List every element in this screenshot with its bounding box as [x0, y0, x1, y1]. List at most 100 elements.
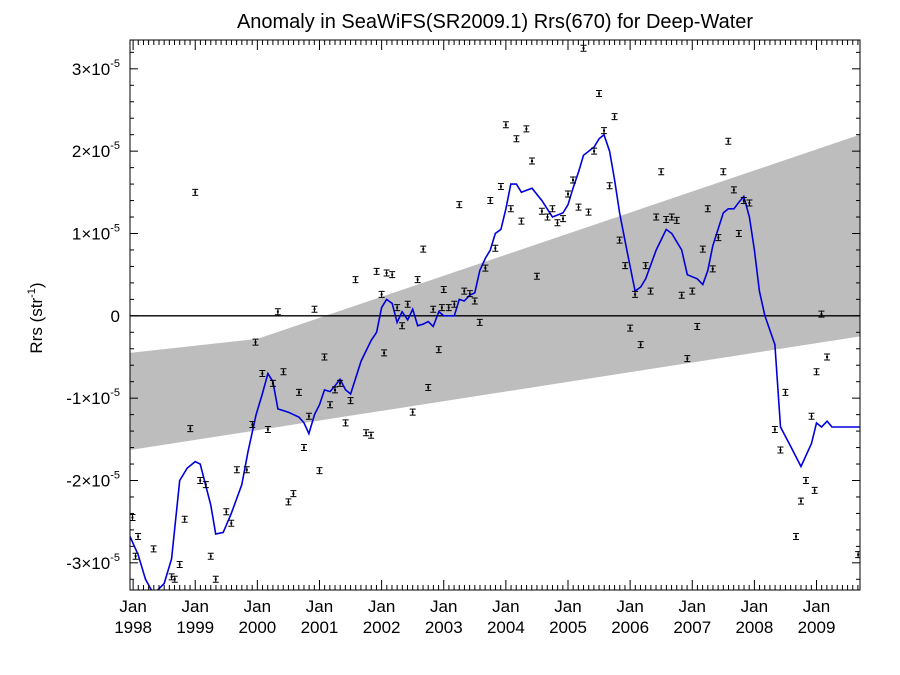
data-point — [771, 425, 778, 433]
data-point — [327, 401, 334, 409]
trend-band — [130, 134, 860, 451]
x-tick-label-month: Jan — [741, 597, 768, 616]
data-point — [373, 267, 380, 275]
data-point — [466, 290, 473, 298]
data-point — [808, 412, 815, 420]
x-tick-label-year: 2001 — [301, 618, 339, 637]
data-point — [394, 304, 401, 312]
data-point — [404, 300, 411, 308]
y-tick-label: 1×10-5 — [72, 222, 120, 243]
data-point — [502, 121, 509, 129]
data-point — [611, 113, 618, 121]
y-tick-label: -1×10-5 — [66, 387, 120, 408]
x-tick-label-month: Jan — [306, 597, 333, 616]
data-point — [616, 236, 623, 244]
x-tick-label-year: 2008 — [735, 618, 773, 637]
data-point — [187, 425, 194, 433]
y-axis-label: Rrs (str-1) — [26, 282, 46, 353]
data-point — [507, 205, 514, 213]
data-point — [243, 466, 250, 474]
data-point — [647, 287, 654, 295]
data-point — [606, 182, 613, 190]
x-tick-label-year: 2000 — [238, 618, 276, 637]
x-tick-label-month: Jan — [119, 597, 146, 616]
data-point — [171, 575, 178, 583]
y-axis-label-superscript: -1 — [26, 288, 38, 298]
data-point — [389, 271, 396, 279]
y-tick-label: 0 — [111, 307, 120, 326]
data-point — [725, 137, 732, 145]
data-point — [528, 157, 535, 165]
y-tick-label: -3×10-5 — [66, 552, 120, 573]
data-point — [414, 276, 421, 284]
data-point — [824, 353, 831, 361]
data-point — [627, 324, 634, 332]
data-point — [252, 338, 259, 346]
data-point — [730, 186, 737, 194]
data-point — [321, 353, 328, 361]
data-point — [476, 318, 483, 326]
x-tick-label-year: 2002 — [363, 618, 401, 637]
data-point — [135, 532, 142, 540]
data-point — [274, 308, 281, 316]
data-point — [492, 244, 499, 252]
x-tick-label-month: Jan — [492, 597, 519, 616]
data-point — [383, 269, 390, 277]
data-point — [622, 262, 629, 270]
data-point — [456, 201, 463, 209]
data-point — [269, 379, 276, 387]
data-point — [487, 197, 494, 205]
data-point — [285, 498, 292, 506]
x-tick-label-year: 2004 — [487, 618, 525, 637]
data-point — [797, 497, 804, 505]
x-tick-label-month: Jan — [430, 597, 457, 616]
data-point — [538, 207, 545, 215]
x-tick-label-month: Jan — [244, 597, 271, 616]
data-point — [637, 341, 644, 349]
data-point — [533, 272, 540, 280]
data-point — [132, 552, 139, 560]
data-point — [673, 216, 680, 224]
x-tick-label-year: 1998 — [114, 618, 152, 637]
x-tick-label-month: Jan — [554, 597, 581, 616]
data-point — [689, 287, 696, 295]
data-point — [176, 560, 183, 568]
data-point — [445, 304, 452, 312]
data-point — [316, 467, 323, 475]
data-point — [678, 291, 685, 299]
data-point — [855, 551, 860, 559]
data-point — [342, 419, 349, 427]
data-point — [368, 431, 375, 439]
x-tick-label-year: 1999 — [176, 618, 214, 637]
x-tick-label-month: Jan — [803, 597, 830, 616]
data-point — [668, 213, 675, 221]
plot-area — [130, 44, 860, 590]
y-tick-label: 3×10-5 — [72, 58, 120, 79]
data-point — [420, 245, 427, 253]
y-axis-label-tail: ) — [27, 282, 46, 288]
data-point — [704, 205, 711, 213]
data-point — [642, 262, 649, 270]
data-point — [585, 208, 592, 216]
data-point — [658, 168, 665, 176]
x-tick-label-month: Jan — [368, 597, 395, 616]
data-point — [202, 481, 209, 489]
data-point — [305, 412, 312, 420]
data-point — [363, 429, 370, 437]
data-point — [181, 515, 188, 523]
y-axis: 3×10-5 2×10-5 1×10-5 0 -1×10-5 -2×10-5 -3×10-5 — [66, 51, 860, 580]
data-point — [440, 285, 447, 293]
data-point — [192, 188, 199, 196]
data-point — [497, 183, 504, 191]
data-point — [435, 346, 442, 354]
y-tick-label: 2×10-5 — [72, 140, 120, 161]
x-axis: Jan 1998 Jan 1999 Jan 2000 Jan 2001 Jan 2002 Jan 20… — [114, 40, 859, 637]
data-point — [409, 408, 416, 416]
y-axis-label-text: Rrs (str — [27, 298, 46, 354]
data-point — [228, 519, 235, 527]
data-point — [663, 215, 670, 223]
monthly-anomaly-points — [130, 44, 860, 583]
data-point — [451, 300, 458, 308]
x-tick-label-year: 2003 — [425, 618, 463, 637]
